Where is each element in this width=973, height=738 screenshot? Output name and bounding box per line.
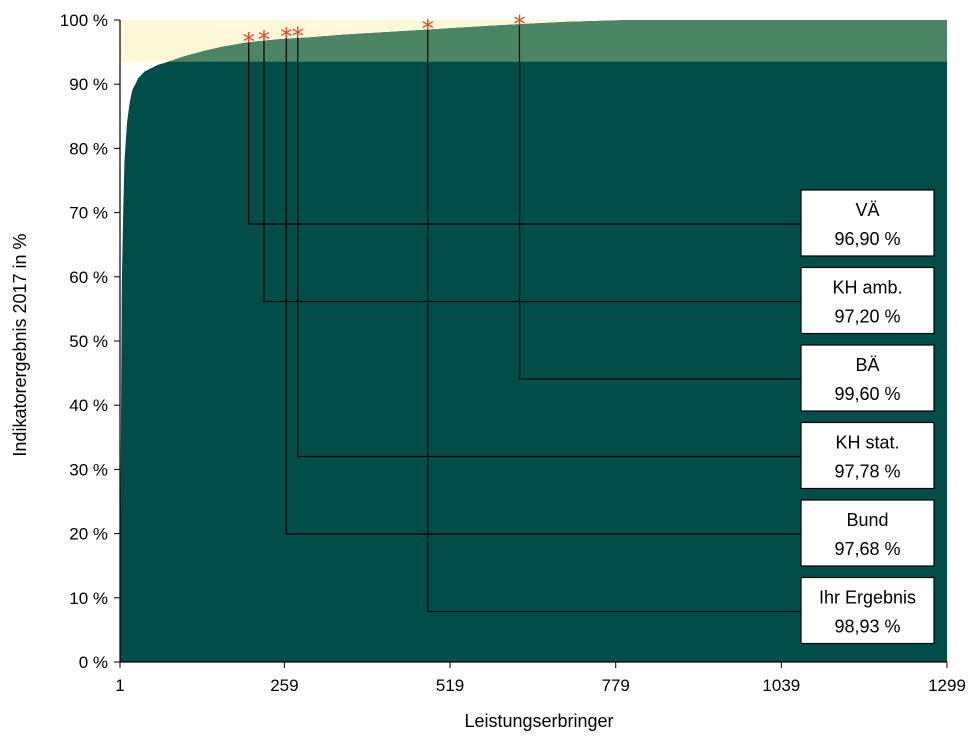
annotation-box — [800, 189, 935, 257]
y-tick-label: 20 % — [69, 525, 108, 544]
annotation-value: 97,78 % — [834, 462, 900, 482]
y-tick-label: 100 % — [60, 11, 108, 30]
annotation-box — [800, 421, 935, 490]
annotation-leader-line — [518, 22, 801, 380]
annotation-value: 96,90 % — [834, 229, 900, 249]
annotation-value: 97,68 % — [834, 539, 900, 559]
annotation-label: Ihr Ergebnis — [819, 588, 916, 608]
y-tick-label: 50 % — [69, 332, 108, 351]
y-tick-label: 30 % — [69, 460, 108, 479]
annotation-marker: * — [422, 15, 434, 43]
annotation-marker: * — [292, 22, 304, 50]
y-tick-label: 40 % — [69, 396, 108, 415]
annotation-leader-line — [285, 34, 801, 535]
x-tick-label: 519 — [436, 676, 464, 695]
y-tick-label: 70 % — [69, 204, 108, 223]
annotation-box — [800, 266, 935, 335]
x-tick-label: 1039 — [762, 676, 800, 695]
annotation-label: KH stat. — [835, 433, 899, 453]
x-tick-label: 1 — [115, 676, 124, 695]
x-tick-label: 259 — [270, 676, 298, 695]
annotation-marker: * — [280, 23, 292, 51]
y-tick-label: 0 % — [79, 653, 108, 672]
x-tick-label: 779 — [602, 676, 630, 695]
y-tick-label: 10 % — [69, 589, 108, 608]
y-tick-label: 60 % — [69, 268, 108, 287]
annotation-leader-line — [297, 34, 801, 458]
annotation-leader-line — [263, 37, 801, 303]
annotation-value: 99,60 % — [834, 384, 900, 404]
annotation-value: 98,93 % — [834, 617, 900, 637]
annotation-marker: * — [258, 26, 270, 54]
annotation-label: KH amb. — [832, 278, 902, 298]
y-axis-title: Indikatorergebnis 2017 in % — [10, 233, 30, 456]
annotation-value: 97,20 % — [834, 307, 900, 327]
annotation-box — [800, 576, 935, 645]
annotation-label: VÄ — [855, 200, 879, 220]
annotations: VÄ 96,90 % * KH amb. 97,20 % * BÄ 99,60 % * KH st… — [243, 11, 935, 645]
x-axis-title: Leistungserbringer — [464, 711, 613, 731]
x-tick-label: 1299 — [928, 676, 966, 695]
annotation-marker: * — [243, 28, 255, 56]
axes: 0 % 10 % 20 % 30 % 40 % 50 % 60 % 70 % 80 % 90 % 1… — [60, 11, 966, 695]
annotation-box — [800, 344, 935, 412]
annotation-label: Bund — [846, 510, 888, 530]
annotation-box — [800, 499, 935, 567]
area-layer — [120, 20, 947, 662]
distribution-area — [120, 20, 947, 662]
annotation-label: BÄ — [855, 355, 879, 375]
annotation-leader-line — [427, 26, 801, 613]
reference-overlap-area — [168, 20, 947, 62]
y-tick-label: 80 % — [69, 139, 108, 158]
annotation-leader-line — [248, 39, 801, 225]
y-tick-label: 90 % — [69, 75, 108, 94]
annotation-marker: * — [513, 11, 525, 39]
